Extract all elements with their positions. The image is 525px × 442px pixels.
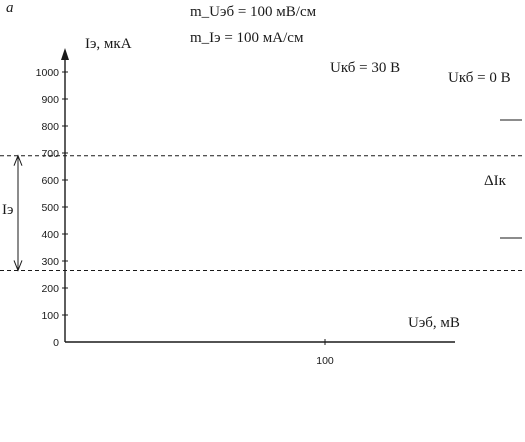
- y-tick-label: 1000: [36, 67, 60, 79]
- scale-note-current: m_Iэ = 100 мА/см: [190, 30, 304, 46]
- y-axis-title: Iэ, мкА: [85, 36, 132, 52]
- x-tick-label: 100: [316, 355, 334, 367]
- y-tick-label: 700: [41, 148, 59, 160]
- y-tick-label: 600: [41, 175, 59, 187]
- y-tick-label: 400: [41, 229, 59, 241]
- i-arrow-head-top: [13, 154, 23, 166]
- y-tick-label: 200: [41, 283, 59, 295]
- reference-lines: [0, 155, 525, 271]
- i-arrow-head-bottom: [13, 260, 23, 272]
- series-label-30v: Uкб = 30 В: [330, 60, 400, 76]
- scale-note-voltage: m_Uэб = 100 мВ/см: [190, 4, 317, 20]
- panel-letter: а: [6, 0, 14, 16]
- y-axis-arrow: [61, 48, 69, 60]
- y-tick-label: 300: [41, 256, 59, 268]
- i-label: Iэ: [2, 202, 13, 218]
- y-tick-label-zero: 0: [53, 337, 59, 349]
- y-tick-label: 500: [41, 202, 59, 214]
- tick-labels: 1002003004005006007008009001000010020030…: [36, 67, 334, 367]
- y-tick-label: 100: [41, 310, 59, 322]
- y-tick-label: 900: [41, 94, 59, 106]
- axes: [61, 48, 455, 345]
- series-label-0v: Uкб = 0 В: [448, 70, 511, 86]
- y-tick-label: 800: [41, 121, 59, 133]
- x-axis-title: Uэб, мВ: [408, 315, 460, 331]
- delta-i-label: ΔIк: [484, 173, 507, 189]
